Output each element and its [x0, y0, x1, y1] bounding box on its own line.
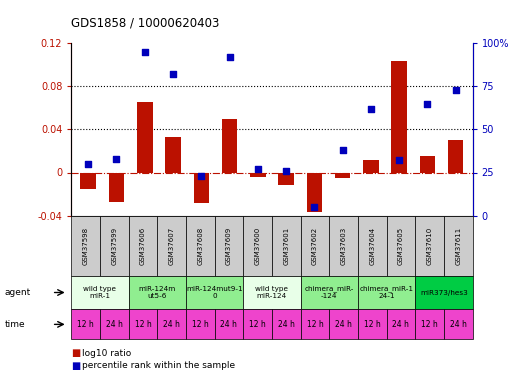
Point — [225, 54, 234, 60]
Point — [423, 100, 431, 106]
Point — [451, 87, 460, 93]
Text: GSM37599: GSM37599 — [111, 226, 117, 265]
Text: time: time — [4, 320, 25, 329]
Text: miR-124m
ut5-6: miR-124m ut5-6 — [139, 286, 176, 299]
Text: GSM37607: GSM37607 — [168, 226, 175, 265]
Point — [338, 147, 347, 153]
Text: GSM37608: GSM37608 — [197, 226, 203, 265]
Point — [197, 173, 205, 179]
Bar — [137, 102, 153, 172]
Point — [395, 158, 403, 164]
Text: GSM37598: GSM37598 — [82, 226, 89, 265]
Text: 12 h: 12 h — [77, 320, 94, 329]
Text: chimera_miR-1
24-1: chimera_miR-1 24-1 — [360, 286, 413, 299]
Text: GSM37602: GSM37602 — [312, 226, 318, 265]
Text: 24 h: 24 h — [392, 320, 409, 329]
Point — [310, 204, 318, 210]
Point — [84, 161, 92, 167]
Text: chimera_miR-
-124: chimera_miR- -124 — [305, 286, 354, 299]
Text: GSM37603: GSM37603 — [341, 226, 346, 265]
Text: miR-124mut9-1
0: miR-124mut9-1 0 — [186, 286, 243, 299]
Text: agent: agent — [4, 288, 31, 297]
Bar — [250, 172, 266, 177]
Text: GSM37601: GSM37601 — [283, 226, 289, 265]
Text: wild type
miR-124: wild type miR-124 — [256, 286, 288, 299]
Bar — [278, 172, 294, 186]
Text: percentile rank within the sample: percentile rank within the sample — [82, 361, 235, 370]
Text: 24 h: 24 h — [278, 320, 295, 329]
Text: GSM37610: GSM37610 — [427, 226, 432, 265]
Bar — [391, 62, 407, 172]
Text: 12 h: 12 h — [192, 320, 209, 329]
Text: wild type
miR-1: wild type miR-1 — [83, 286, 117, 299]
Text: 12 h: 12 h — [421, 320, 438, 329]
Text: GSM37604: GSM37604 — [369, 226, 375, 265]
Text: 12 h: 12 h — [307, 320, 323, 329]
Text: GSM37606: GSM37606 — [140, 226, 146, 265]
Point — [366, 106, 375, 112]
Point — [282, 168, 290, 174]
Text: 24 h: 24 h — [163, 320, 180, 329]
Bar — [448, 140, 464, 172]
Text: ■: ■ — [71, 361, 81, 370]
Text: 24 h: 24 h — [106, 320, 122, 329]
Bar — [222, 118, 237, 172]
Text: GSM37611: GSM37611 — [455, 226, 461, 265]
Text: GSM37600: GSM37600 — [254, 226, 261, 265]
Bar — [420, 156, 435, 172]
Text: 24 h: 24 h — [221, 320, 238, 329]
Bar — [109, 172, 124, 202]
Point — [112, 156, 121, 162]
Text: 12 h: 12 h — [135, 320, 152, 329]
Text: GSM37605: GSM37605 — [398, 226, 404, 265]
Text: miR373/hes3: miR373/hes3 — [420, 290, 468, 296]
Point — [169, 71, 177, 77]
Text: log10 ratio: log10 ratio — [82, 349, 131, 358]
Text: GDS1858 / 10000620403: GDS1858 / 10000620403 — [71, 17, 220, 30]
Text: 12 h: 12 h — [364, 320, 381, 329]
Text: GSM37609: GSM37609 — [226, 226, 232, 265]
Text: 24 h: 24 h — [450, 320, 467, 329]
Bar — [193, 172, 209, 202]
Bar — [307, 172, 322, 212]
Point — [253, 166, 262, 172]
Text: 12 h: 12 h — [249, 320, 266, 329]
Bar — [80, 172, 96, 189]
Bar — [363, 160, 379, 172]
Bar — [335, 172, 351, 178]
Text: 24 h: 24 h — [335, 320, 352, 329]
Text: ■: ■ — [71, 348, 81, 358]
Bar — [165, 137, 181, 172]
Point — [140, 49, 149, 55]
